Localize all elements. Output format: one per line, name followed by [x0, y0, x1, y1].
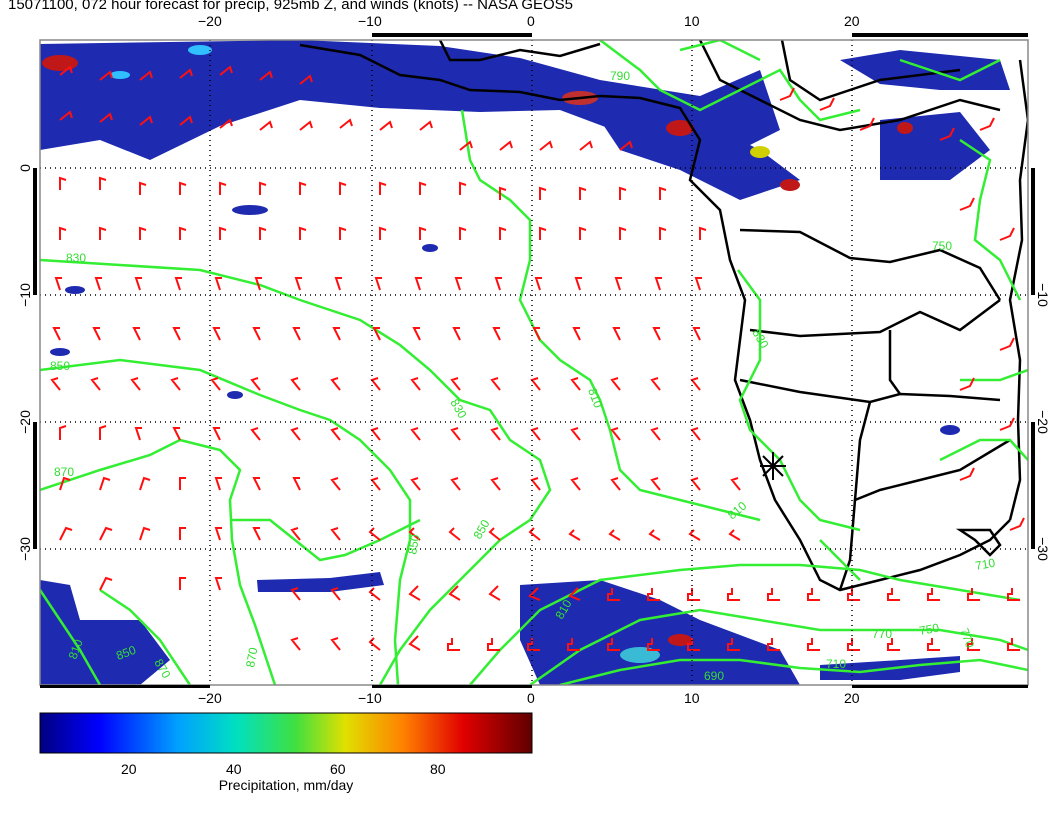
y-tick-label: −20 — [17, 410, 33, 434]
x-tick-label: −20 — [198, 690, 222, 706]
y-tick-label: −20 — [1035, 410, 1051, 434]
coastlines — [299, 40, 1028, 592]
star-marker-icon — [760, 452, 786, 480]
map-title: 15071100, 072 hour forecast for precip, … — [8, 0, 574, 13]
x-tick-label: 20 — [844, 690, 860, 706]
contour-label: 710 — [826, 657, 846, 671]
right-axis-labels: −10 −20 −30 — [1035, 283, 1051, 561]
x-tick-label: 0 — [527, 690, 535, 706]
colorbar-tick-label: 40 — [226, 761, 242, 777]
contour-label: 850 — [470, 517, 492, 542]
y-tick-label: −10 — [17, 283, 33, 307]
left-axis-labels: 0 −10 −20 −30 — [17, 164, 33, 561]
contour-labels: 830 850 870 830 810 850 850 870 830 790 … — [50, 69, 997, 683]
contour-label: 750 — [932, 239, 952, 253]
contour-label: 870 — [54, 465, 74, 479]
x-tick-label: 10 — [684, 13, 700, 29]
y-tick-label: −10 — [1035, 283, 1051, 307]
map-frame — [39, 39, 1029, 686]
colorbar-tick-label: 20 — [121, 761, 137, 777]
x-tick-label: 0 — [527, 13, 535, 29]
contour-label: 770 — [957, 626, 977, 650]
contour-label: 870 — [243, 646, 260, 668]
y-tick-label: −30 — [17, 537, 33, 561]
y-tick-label: 0 — [17, 164, 33, 172]
contour-label: 830 — [447, 397, 469, 422]
contour-label: 850 — [405, 533, 422, 555]
precip-field — [40, 40, 1010, 685]
x-tick-label: −20 — [198, 13, 222, 29]
contour-label: 710 — [974, 556, 996, 573]
contour-label: 750 — [918, 621, 940, 638]
bottom-axis-labels: −20 −10 0 10 20 — [198, 690, 860, 706]
frame-bars — [33, 33, 1035, 688]
x-tick-label: 20 — [844, 13, 860, 29]
colorbar-tick-label: 60 — [330, 761, 346, 777]
x-tick-label: 10 — [684, 690, 700, 706]
contour-label: 690 — [704, 669, 724, 683]
x-tick-label: −10 — [358, 13, 382, 29]
contour-label: 850 — [50, 359, 70, 373]
contour-label: 810 — [66, 637, 86, 661]
contour-label: 830 — [66, 251, 86, 265]
y-tick-label: −30 — [1035, 537, 1051, 561]
top-axis-labels: −20 −10 0 10 20 — [198, 13, 860, 29]
contour-label: 770 — [872, 627, 892, 641]
colorbar-tick-label: 80 — [430, 761, 446, 777]
contour-label: 810 — [725, 498, 750, 522]
x-tick-label: −10 — [358, 690, 382, 706]
wind-barbs — [50, 65, 1025, 651]
contour-label: 810 — [585, 386, 605, 410]
colorbar-label: Precipitation, mm/day — [219, 777, 354, 793]
contour-label: 790 — [610, 69, 630, 83]
contour-label: 850 — [114, 643, 138, 663]
colorbar: 20 40 60 80 Precipitation, mm/day — [39, 712, 533, 793]
